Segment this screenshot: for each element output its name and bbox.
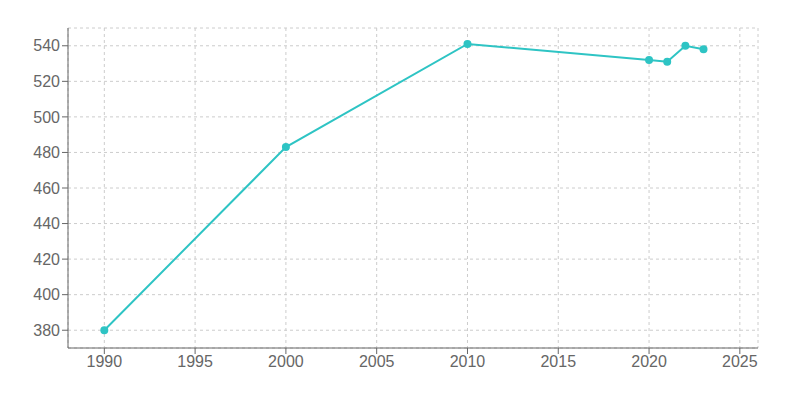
svg-text:540: 540 — [33, 37, 60, 54]
svg-text:380: 380 — [33, 322, 60, 339]
svg-text:1995: 1995 — [177, 353, 213, 370]
svg-text:420: 420 — [33, 251, 60, 268]
svg-text:2025: 2025 — [722, 353, 758, 370]
svg-text:460: 460 — [33, 180, 60, 197]
svg-text:440: 440 — [33, 215, 60, 232]
svg-text:1990: 1990 — [87, 353, 123, 370]
svg-text:400: 400 — [33, 286, 60, 303]
svg-text:2000: 2000 — [268, 353, 304, 370]
svg-text:2005: 2005 — [359, 353, 395, 370]
svg-text:520: 520 — [33, 73, 60, 90]
svg-text:2020: 2020 — [631, 353, 667, 370]
svg-text:2010: 2010 — [450, 353, 486, 370]
svg-text:500: 500 — [33, 109, 60, 126]
svg-text:480: 480 — [33, 144, 60, 161]
svg-text:2015: 2015 — [540, 353, 576, 370]
